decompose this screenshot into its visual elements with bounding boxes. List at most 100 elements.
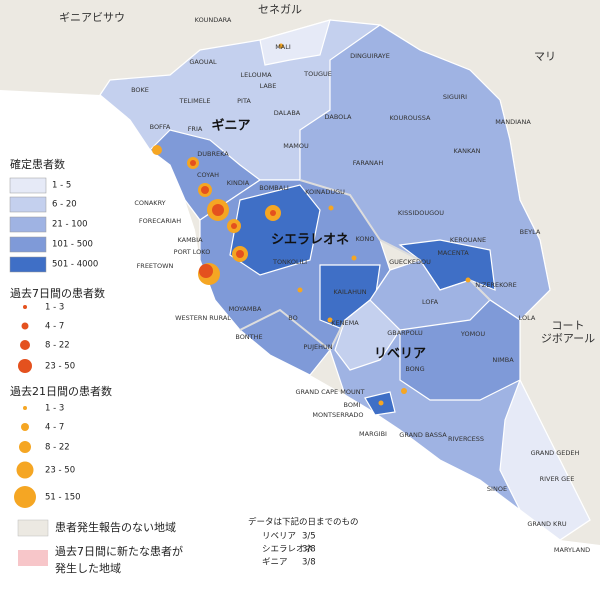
sierra-leone-north [229, 184, 321, 276]
legend-dot [14, 486, 36, 508]
no-report-swatch [17, 519, 49, 537]
region-label: WESTERN RURAL [175, 314, 231, 322]
note-title: データは下記の日までのもの [248, 517, 359, 528]
bubble [212, 204, 224, 216]
note-date: 3/5 [302, 532, 316, 542]
region-label: LOLA [519, 314, 536, 322]
region-label: GBARPOLU [387, 329, 423, 337]
region-label: FRIA [188, 125, 203, 133]
region-label: MALI [275, 43, 291, 51]
region-label: MANDIANA [495, 118, 531, 126]
legend-label: 4 - 7 [45, 423, 64, 433]
region-label: DABOLA [324, 113, 352, 121]
bubble [465, 277, 471, 283]
bubble [201, 186, 209, 194]
region-label: KAILAHUN [333, 288, 366, 296]
bubble [401, 388, 407, 394]
region-label: GRAND KRU [527, 520, 566, 528]
case-bubbles [152, 43, 471, 406]
legend-title: 確定患者数 [10, 157, 65, 171]
bubble [328, 205, 334, 211]
new-case-swatch [18, 550, 48, 566]
legend-label: 23 - 50 [45, 466, 75, 476]
legend-title: 過去7日間の患者数 [10, 287, 105, 300]
country-label: ギニア [211, 118, 250, 134]
legend-title: 過去21日間の患者数 [10, 385, 112, 398]
region-label: GAOUAL [189, 58, 217, 66]
region-label: FORECARIAH [139, 217, 181, 225]
region-label: DINGUIRAYE [350, 52, 390, 60]
liberia-west [334, 299, 401, 371]
bubble [152, 145, 162, 155]
legend-label: 21 - 100 [52, 220, 88, 230]
legend-dot [21, 423, 29, 431]
note-date: 3/8 [302, 545, 316, 555]
legend-swatches [9, 177, 49, 566]
region-label: LABE [260, 82, 277, 90]
country-label: リベリア [374, 347, 426, 362]
swatch [9, 196, 47, 213]
legend-label: 過去7日間に新たな患者が [55, 544, 183, 558]
region-label: LELOUMA [240, 71, 272, 79]
bubble [327, 317, 333, 323]
region-label: KOUROUSSA [390, 114, 432, 122]
bubble [297, 287, 303, 293]
legend-label: 101 - 500 [52, 240, 93, 250]
swatch [9, 236, 47, 253]
region-label: BOFFA [150, 123, 171, 131]
liberia [329, 259, 591, 541]
legend-dot [23, 406, 27, 410]
border [239, 179, 491, 351]
region-label: FARANAH [353, 159, 384, 167]
legend-label: 8 - 22 [45, 443, 70, 453]
bubble [231, 223, 237, 229]
region-label: MOYAMBA [229, 305, 262, 313]
bubble [199, 264, 213, 278]
region-label: KEROUANE [450, 236, 486, 244]
legend-label: 患者発生報告のない地域 [55, 520, 176, 534]
bubble [378, 400, 384, 406]
legend-label: 1 - 3 [45, 404, 64, 414]
region-label: BOMI [344, 401, 361, 409]
legend-dot [23, 305, 27, 309]
legend-label: 発生した地域 [55, 561, 121, 575]
region-label: GUECKEDOU [389, 258, 431, 266]
region-label: GRAND CAPE MOUNT [295, 388, 364, 396]
region-label: MARYLAND [554, 546, 590, 554]
swatch [9, 256, 47, 273]
region-label: COYAH [197, 171, 219, 179]
region-label: KANKAN [454, 147, 481, 155]
bubble [236, 250, 244, 258]
country-label: セネガル [258, 3, 302, 16]
region-label: TONKOLILI [272, 258, 307, 266]
swatch [9, 177, 47, 194]
region-label: SIGUIRI [443, 93, 467, 101]
region-label: NIMBA [492, 356, 514, 364]
legend-dot [21, 322, 29, 330]
liberia-southeast [499, 378, 591, 541]
region-label: SINOE [487, 485, 507, 493]
legend-label: 1 - 3 [45, 303, 64, 313]
region-label: GRAND GEDEH [531, 449, 580, 457]
region-label: N'ZEREKORE [475, 281, 516, 289]
region-label: PITA [237, 97, 251, 105]
legend-label: 23 - 50 [45, 362, 75, 372]
ocean [0, 90, 600, 600]
region-label: KISSIDOUGOU [398, 209, 444, 217]
legend-dot [19, 441, 31, 453]
region-label: CONAKRY [134, 199, 165, 207]
region-label: LOFA [422, 298, 439, 306]
legend-label: 51 - 150 [45, 493, 81, 503]
region-label: YOMOU [460, 330, 485, 338]
region-label: MACENTA [437, 249, 469, 257]
region-label: KOINADUGU [305, 188, 345, 196]
region-label: BOMBALI [259, 184, 289, 192]
legend-label: 6 - 20 [52, 200, 77, 210]
guinea-mali [259, 19, 331, 66]
bubble [351, 255, 357, 261]
country-label: マリ [534, 50, 556, 63]
region-label: RIVER GEE [540, 475, 575, 483]
region-label: BOKE [131, 86, 149, 94]
region-label: BONTHE [235, 333, 262, 341]
region-label: KINDIA [227, 179, 250, 187]
